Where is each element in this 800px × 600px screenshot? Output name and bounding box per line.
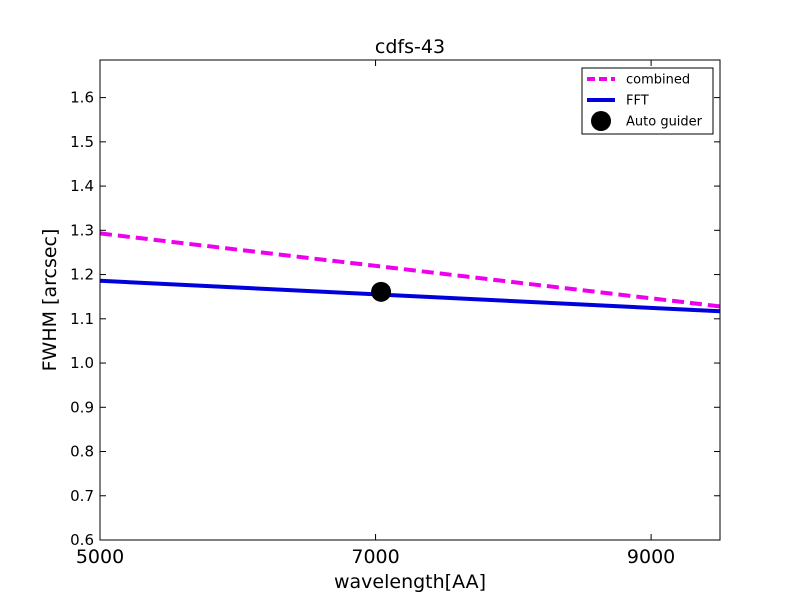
y-tick-label: 1.4 [70, 177, 94, 195]
y-tick-label: 0.7 [70, 487, 94, 505]
legend-label: combined [626, 73, 690, 88]
x-tick-label: 7000 [351, 546, 399, 568]
y-tick-label: 1.1 [70, 310, 94, 328]
y-tick-label: 0.9 [70, 398, 94, 416]
legend-label: FFT [626, 94, 649, 109]
y-tick-label: 1.0 [70, 354, 94, 372]
legend-entries: combined FFT Auto guider [587, 73, 703, 131]
y-tick-label: 0.6 [70, 531, 94, 549]
series-line-fft [99, 278, 721, 314]
y-tick-label: 1.2 [70, 266, 94, 284]
plot-lines [99, 231, 721, 314]
legend: combined FFT Auto guider [581, 67, 714, 135]
y-tick-label: 1.3 [70, 221, 94, 239]
x-axis-label: wavelength[AA] [334, 571, 486, 593]
y-axis-label: FWHM [arcsec] [39, 229, 61, 372]
x-tick-label: 5000 [76, 546, 124, 568]
chart-title: cdfs-43 [375, 36, 445, 58]
x-tick-label: 9000 [627, 546, 675, 568]
legend-label: Auto guider [626, 115, 703, 130]
y-tick-label: 1.5 [70, 133, 94, 151]
axis-ticks: 0.6 0.7 0.8 0.9 1.0 1.1 1.2 1.3 1.4 1.5 1.6 5000 700… [70, 60, 720, 568]
autoguider-point [371, 281, 392, 302]
legend-marker [591, 111, 611, 131]
series-line-combined [99, 231, 721, 309]
plot-frame [99, 59, 721, 541]
y-tick-label: 0.8 [70, 443, 94, 461]
y-tick-label: 1.6 [70, 89, 94, 107]
